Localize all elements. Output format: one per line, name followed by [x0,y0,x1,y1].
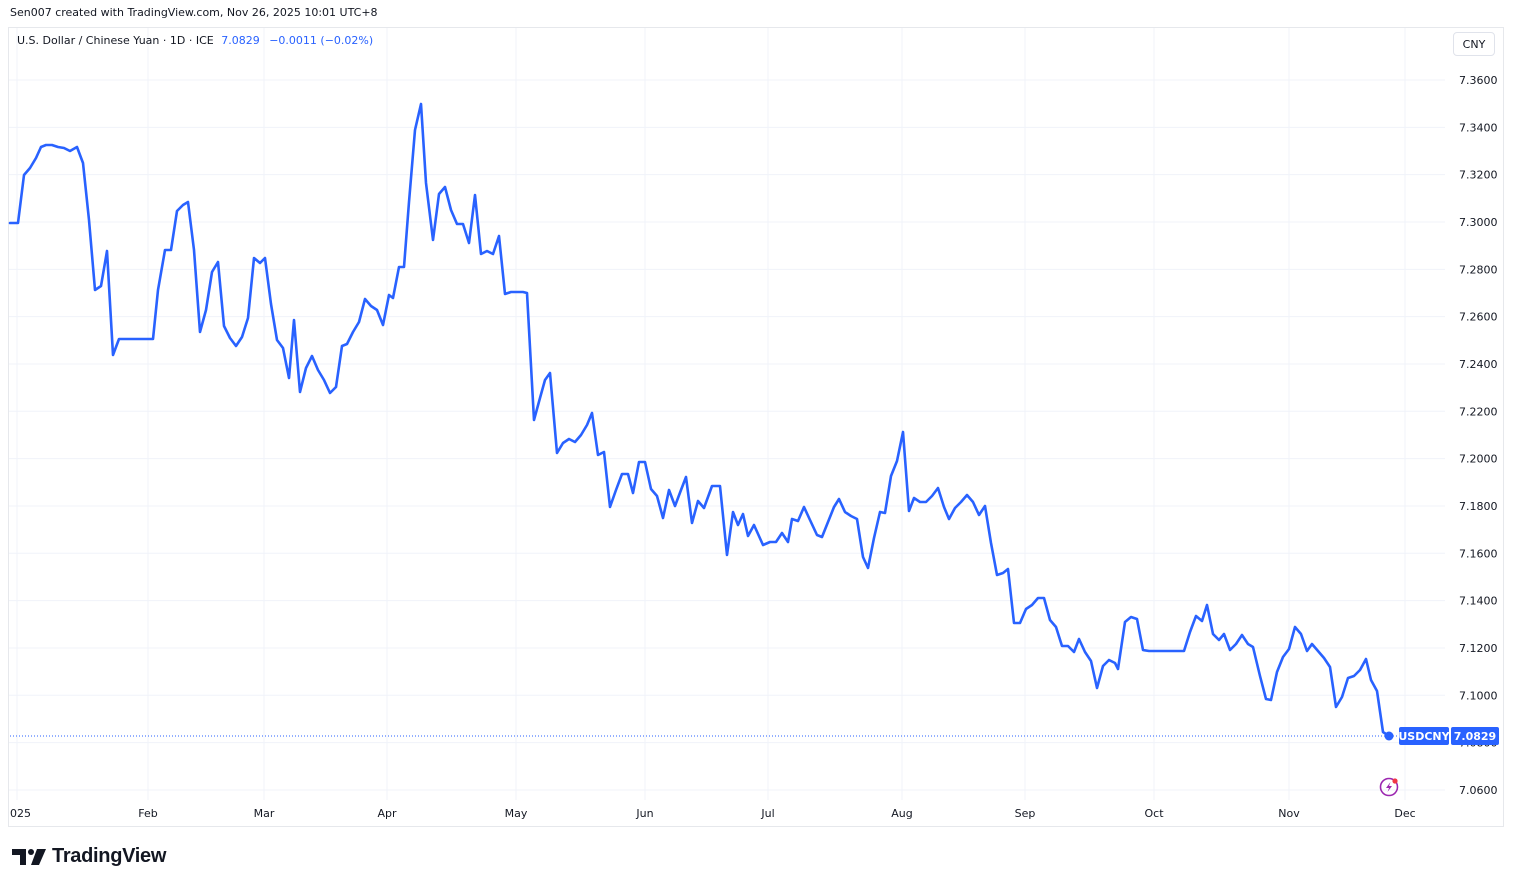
price-tag-symbol: USDCNY [1398,730,1450,743]
usdcny-line [8,102,1391,738]
time-axis-label: May [505,807,528,820]
time-axis-label: Mar [254,807,275,820]
chart-credit: Sen007 created with TradingView.com, Nov… [10,6,378,19]
price-axis-label: 7.2800 [1459,263,1498,276]
price-axis-label: 7.2200 [1459,405,1498,418]
time-axis-label: Jul [760,807,774,820]
time-axis-label: Feb [138,807,157,820]
logo-text: TradingView [52,845,167,867]
price-axis-label: 7.3000 [1459,216,1498,229]
price-tag: USDCNY 7.0829 [1398,727,1499,745]
currency-button[interactable]: CNY [1453,32,1495,56]
time-axis-label: Aug [891,807,912,820]
price-axis[interactable]: 7.3600 7.3400 7.3200 7.3000 7.2800 7.2600 7.24… [1459,74,1498,797]
last-price-dot [1384,731,1394,741]
last-price: 7.0829 [221,34,260,47]
lightning-alert-icon[interactable] [1379,777,1399,797]
grid-lines [9,28,1445,800]
price-axis-label: 7.0600 [1459,784,1498,797]
price-tag-value: 7.0829 [1454,730,1496,743]
price-axis-label: 7.2400 [1459,358,1498,371]
price-axis-label: 7.1400 [1459,595,1498,608]
time-axis-label: Apr [377,807,397,820]
price-axis-label: 7.2000 [1459,453,1498,466]
price-axis-label: 7.1000 [1459,689,1498,702]
time-axis-label: 025 [10,807,31,820]
price-change: −0.0011 (−0.02%) [269,34,374,47]
time-axis-label: Jun [635,807,653,820]
price-axis-label: 7.2600 [1459,311,1498,324]
tradingview-logo[interactable]: TradingView [12,845,166,868]
time-axis-label: Sep [1015,807,1036,820]
symbol-description[interactable]: U.S. Dollar / Chinese Yuan · 1D · ICE [17,34,214,47]
price-axis-label: 7.3200 [1459,169,1498,182]
price-axis-label: 7.1200 [1459,642,1498,655]
chart-frame [8,27,1504,827]
price-axis-label: 7.1800 [1459,500,1498,513]
chart-legend: U.S. Dollar / Chinese Yuan · 1D · ICE 7.… [17,34,373,47]
time-axis[interactable]: 025 Feb Mar Apr May Jun Jul Aug Sep Oct Nov Dec [10,807,1416,820]
price-axis-label: 7.3400 [1459,121,1498,134]
price-axis-label: 7.1600 [1459,547,1498,560]
time-axis-label: Oct [1144,807,1164,820]
time-axis-label: Dec [1394,807,1415,820]
time-axis-label: Nov [1278,807,1300,820]
price-axis-label: 7.3600 [1459,74,1498,87]
tradingview-logo-icon [12,848,46,865]
